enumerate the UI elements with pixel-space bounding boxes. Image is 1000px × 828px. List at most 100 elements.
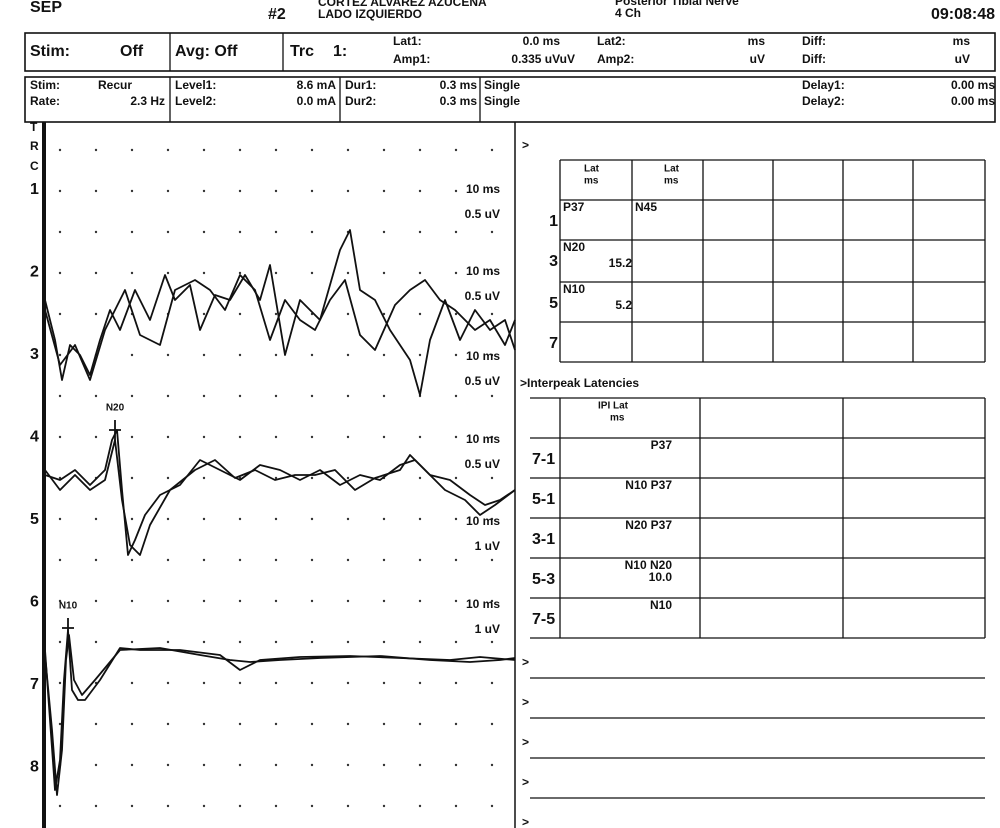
grid-dot: [490, 271, 494, 275]
grid-dot: [130, 189, 134, 193]
row-label: 5-1: [532, 491, 555, 508]
grid-dot: [130, 517, 134, 521]
value: 0.3 ms: [440, 94, 478, 108]
grid-dot: [418, 435, 422, 439]
value: 0.335 uVuV: [511, 52, 575, 66]
grid-dot: [490, 230, 494, 234]
grid-dot: [130, 599, 134, 603]
grid-dot: [454, 230, 458, 234]
scale-labels: 10 ms 0.5 uV 10 ms 0.5 uV 10 ms 0.5 uV 10 ms 0.…: [465, 182, 501, 636]
grid-dots: [58, 148, 494, 808]
value: 8.6 mA: [297, 78, 337, 92]
cell: P37: [563, 200, 585, 214]
grid-dot: [454, 435, 458, 439]
grid-dot: [166, 394, 170, 398]
grid-dot: [130, 394, 134, 398]
channel-labels: 1 2 3 4 5 6 7 8: [30, 181, 39, 776]
grid-dot: [454, 804, 458, 808]
grid-dot: [418, 599, 422, 603]
grid-dot: [346, 804, 350, 808]
scale-label: 10 ms: [466, 432, 500, 446]
grid-dot: [202, 804, 206, 808]
cell: 5.2: [615, 298, 632, 312]
grid-dot: [418, 353, 422, 357]
grid-dot: [274, 435, 278, 439]
row-label: 3-1: [532, 531, 555, 548]
cell: N20 P37: [625, 518, 672, 532]
grid-dot: [202, 517, 206, 521]
grid-dot: [166, 763, 170, 767]
grid-dot: [94, 189, 98, 193]
grid-dot: [310, 353, 314, 357]
grid-dot: [166, 435, 170, 439]
grid-dot: [202, 640, 206, 644]
grid-dot: [346, 148, 350, 152]
grid-dot: [418, 558, 422, 562]
cell: N10 P37: [625, 478, 672, 492]
label: Delay1:: [802, 78, 845, 92]
trace-no: #2: [268, 6, 286, 23]
grid-dot: [346, 394, 350, 398]
channel-label: 8: [30, 759, 39, 776]
settings-box: [24, 32, 996, 72]
marker: [62, 618, 74, 642]
grid-dot: [382, 640, 386, 644]
grid-dot: [490, 722, 494, 726]
grid-dot: [58, 271, 62, 275]
column-header: Lat: [664, 164, 680, 175]
cell: 15.2: [609, 256, 633, 270]
grid-dot: [310, 476, 314, 480]
grid-dot: [382, 558, 386, 562]
grid-dot: [382, 394, 386, 398]
marker: [109, 420, 121, 445]
value: 0.00 ms: [951, 94, 995, 108]
grid-dot: [310, 599, 314, 603]
grid-dot: [58, 148, 62, 152]
grid-dot: [274, 558, 278, 562]
grid-dot: [346, 189, 350, 193]
label: Rate:: [30, 94, 60, 108]
grid-dot: [166, 148, 170, 152]
grid-dot: [58, 640, 62, 644]
grid-dot: [166, 681, 170, 685]
grid-dot: [454, 517, 458, 521]
grid-dot: [58, 722, 62, 726]
grid-dot: [382, 722, 386, 726]
grid-dot: [166, 353, 170, 357]
grid-dot: [490, 763, 494, 767]
grid-dot: [274, 312, 278, 316]
grid-dot: [238, 804, 242, 808]
grid-dot: [130, 476, 134, 480]
grid-dot: [274, 189, 278, 193]
prompt: >: [522, 695, 529, 709]
grid-dot: [310, 640, 314, 644]
grid-dot: [418, 148, 422, 152]
grid-dot: [418, 640, 422, 644]
row-label: 3: [549, 253, 558, 270]
grid-dot: [490, 148, 494, 152]
scale-label: 10 ms: [466, 597, 500, 611]
scale-label: 10 ms: [466, 514, 500, 528]
grid-dot: [382, 681, 386, 685]
grid-dot: [202, 394, 206, 398]
grid-dot: [310, 804, 314, 808]
grid-dot: [382, 230, 386, 234]
grid-dot: [166, 230, 170, 234]
grid-dot: [202, 148, 206, 152]
grid-dot: [490, 189, 494, 193]
grid-dot: [346, 476, 350, 480]
grid-dot: [166, 189, 170, 193]
scale-label: 0.5 uV: [465, 207, 500, 221]
value: ms: [748, 34, 766, 48]
label: Dur2:: [345, 94, 376, 108]
grid-dot: [490, 476, 494, 480]
grid-dot: [238, 271, 242, 275]
scale-label: 0.5 uV: [465, 374, 500, 388]
label: Lat2:: [597, 34, 626, 48]
row-label: 5: [549, 295, 558, 312]
value: Recur: [98, 78, 132, 92]
grid-dot: [130, 722, 134, 726]
grid-dot: [166, 599, 170, 603]
grid-dot: [202, 435, 206, 439]
grid-dot: [490, 558, 494, 562]
